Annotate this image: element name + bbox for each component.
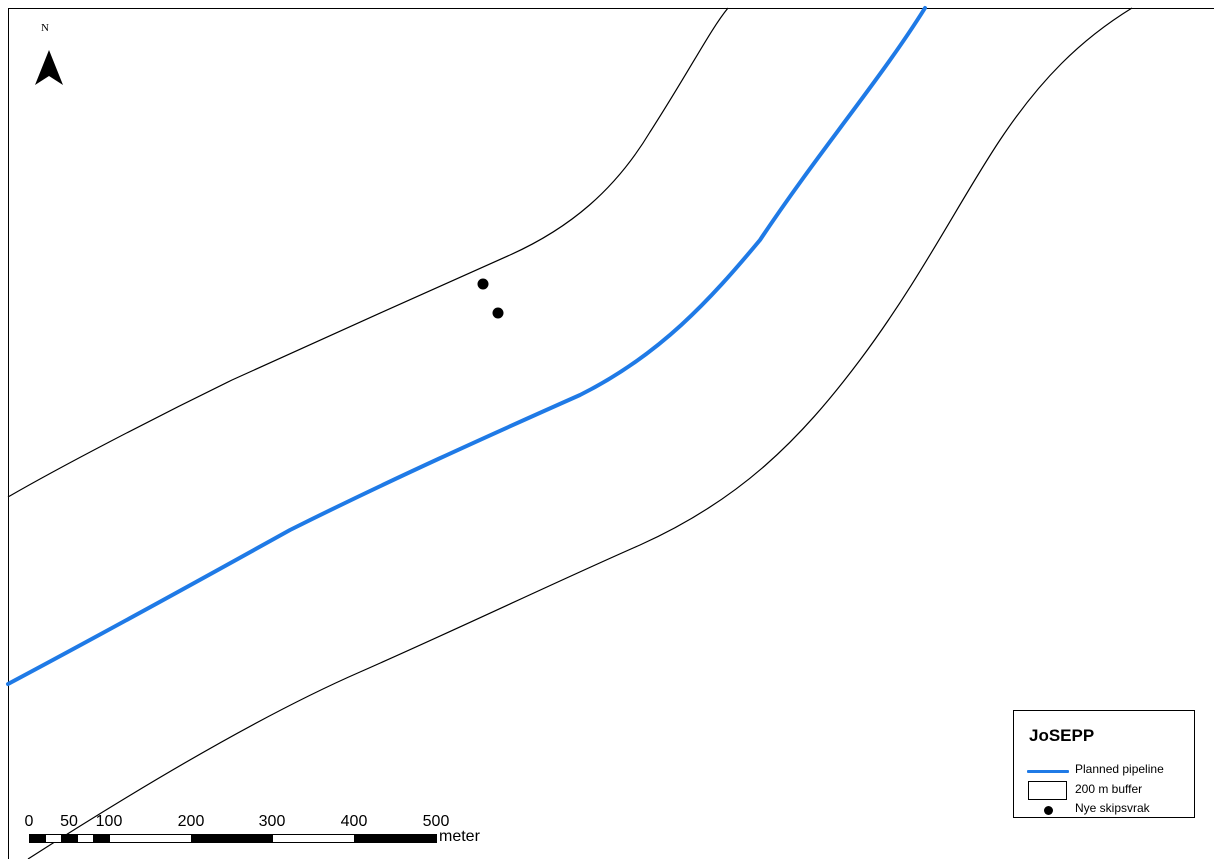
legend: JoSEPP Planned pipeline 200 m buffer Nye… [1013, 710, 1195, 818]
wreck-point[interactable] [492, 307, 504, 319]
buffer-boundary-north [7, 7, 729, 498]
map-frame [8, 8, 1214, 859]
wreck-point[interactable] [477, 278, 489, 290]
legend-item-wreck: Nye skipsvrak [1014, 799, 1194, 819]
legend-item-label: 200 m buffer [1075, 782, 1143, 796]
legend-item-buffer: 200 m buffer [1014, 780, 1194, 800]
buffer-boundary-south [27, 7, 1133, 859]
wreck-dot-icon [1044, 806, 1053, 815]
legend-item-label: Planned pipeline [1075, 762, 1164, 776]
legend-title: JoSEPP [1029, 726, 1095, 745]
pipeline-line-icon [1027, 770, 1069, 773]
legend-item-planned-pipeline: Planned pipeline [1014, 760, 1194, 780]
planned-pipeline[interactable] [6, 6, 927, 686]
legend-item-label: Nye skipsvrak [1075, 801, 1150, 815]
north-arrow-icon [35, 50, 63, 85]
buffer-box-icon [1028, 781, 1067, 800]
north-label: N [41, 22, 49, 34]
